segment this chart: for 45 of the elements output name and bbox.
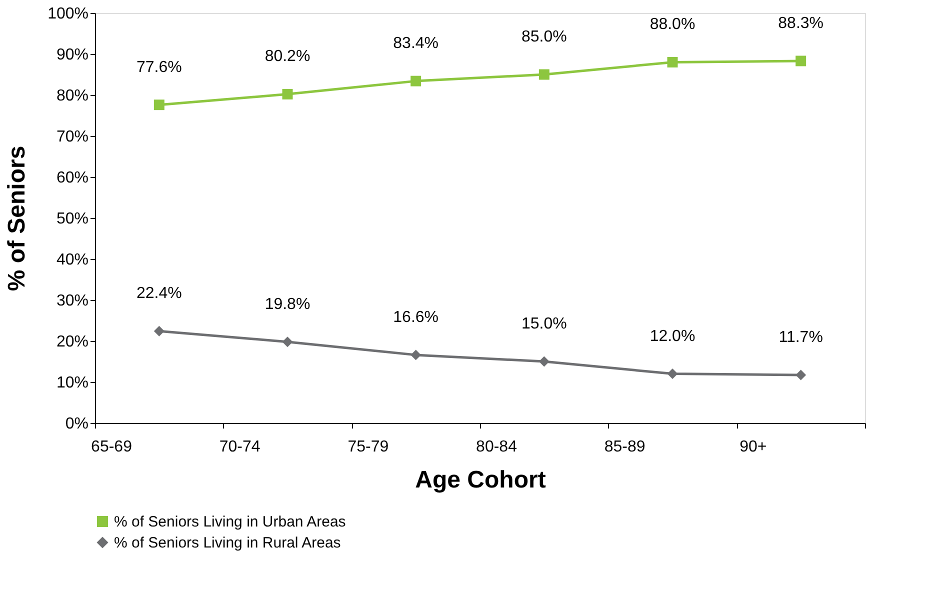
data-label: 16.6% bbox=[393, 308, 439, 326]
point bbox=[538, 69, 550, 80]
y-tick-label: 20% bbox=[56, 334, 88, 350]
y-tick-label: 40% bbox=[56, 252, 88, 268]
data-label: 83.4% bbox=[393, 35, 439, 52]
legend-label: % of Seniors Living in Urban Areas bbox=[114, 514, 346, 530]
point bbox=[667, 56, 678, 68]
point bbox=[282, 336, 293, 348]
data-label: 88.0% bbox=[650, 16, 696, 34]
x-tick-label: 70-74 bbox=[219, 438, 260, 456]
legend-label: % of Seniors Living in Rural Areas bbox=[114, 534, 341, 552]
y-tick-label: 90% bbox=[56, 46, 88, 64]
y-tick-label: 30% bbox=[56, 292, 88, 310]
point bbox=[154, 100, 164, 110]
data-label: 19.8% bbox=[264, 296, 310, 313]
x-tick-label: 90+ bbox=[740, 438, 767, 456]
point bbox=[410, 76, 422, 86]
x-axis-title: Age Cohort bbox=[415, 466, 546, 494]
data-label: 77.6% bbox=[136, 58, 182, 76]
y-tick-label: 80% bbox=[56, 88, 88, 104]
y-tick-label: 0% bbox=[65, 416, 88, 432]
point bbox=[796, 56, 806, 66]
x-tick-label: 75-79 bbox=[348, 438, 389, 456]
data-label: 80.2% bbox=[264, 48, 310, 66]
data-label: 12.0% bbox=[650, 328, 696, 345]
y-tick-label: 100% bbox=[48, 6, 88, 22]
point bbox=[538, 356, 550, 367]
point bbox=[410, 350, 422, 360]
data-label: 22.4% bbox=[136, 285, 182, 302]
point bbox=[282, 88, 293, 100]
point bbox=[667, 368, 678, 380]
data-label: 85.0% bbox=[521, 28, 567, 46]
x-tick-label: 85-89 bbox=[604, 438, 646, 456]
x-tick-label: 80-84 bbox=[476, 438, 518, 456]
y-axis-title: % of Seniors bbox=[4, 146, 31, 292]
y-tick-label: 10% bbox=[56, 374, 88, 392]
y-tick-label: 70% bbox=[56, 128, 88, 146]
data-label: 11.7% bbox=[778, 329, 823, 346]
y-tick-label: 60% bbox=[56, 170, 88, 186]
data-label: 15.0% bbox=[521, 316, 567, 332]
x-tick-label: 65-69 bbox=[91, 438, 132, 456]
y-tick-label: 50% bbox=[56, 210, 88, 228]
data-label: 88.3% bbox=[778, 14, 824, 32]
point bbox=[796, 370, 806, 380]
point bbox=[154, 326, 164, 336]
